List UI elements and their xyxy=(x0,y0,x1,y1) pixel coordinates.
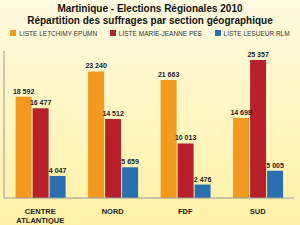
svg-text:18 592: 18 592 xyxy=(13,88,35,95)
svg-text:25 357: 25 357 xyxy=(247,51,269,58)
html-text:Martinique - Elections Régiona: Martinique - Elections Régionales 2010 xyxy=(57,3,243,14)
svg-text:4 047: 4 047 xyxy=(49,167,67,174)
svg-text:23 240: 23 240 xyxy=(85,62,107,69)
html-text:LISTE LESUEUR RLM: LISTE LESUEUR RLM xyxy=(223,29,290,37)
svg-text:16 477: 16 477 xyxy=(30,99,52,106)
html-text:LISTE MARIE-JEANNE PES: LISTE MARIE-JEANNE PES xyxy=(118,29,202,37)
svg-text:10 013: 10 013 xyxy=(175,134,197,141)
svg-text:5 005: 5 005 xyxy=(266,162,284,169)
svg-text:5 659: 5 659 xyxy=(121,158,139,165)
svg-text:NORD: NORD xyxy=(102,207,125,216)
svg-text:14 512: 14 512 xyxy=(102,110,124,117)
svg-text:2 476: 2 476 xyxy=(194,176,212,183)
html-text:Répartition des suffrages par: Répartition des suffrages par section gé… xyxy=(27,15,273,26)
svg-text:FDF: FDF xyxy=(178,207,193,216)
svg-text:21 663: 21 663 xyxy=(158,71,180,78)
svg-text:SUD: SUD xyxy=(250,207,266,216)
html-text:LISTE LETCHIMY EPUMN: LISTE LETCHIMY EPUMN xyxy=(19,29,98,37)
svg-text:14 698: 14 698 xyxy=(230,109,252,116)
svg-text:CENTREATLANTIQUE: CENTREATLANTIQUE xyxy=(16,207,64,224)
